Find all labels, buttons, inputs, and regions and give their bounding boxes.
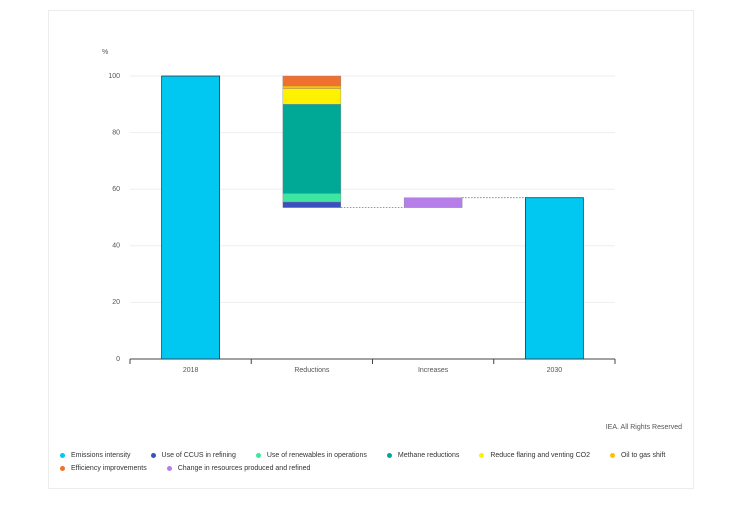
bar-segment [403, 197, 463, 208]
legend-swatch [150, 453, 156, 458]
legend: Emissions intensity Use of CCUS in refini… [60, 452, 680, 472]
legend-label: Efficiency improvements [71, 465, 147, 472]
bar-segment [282, 85, 342, 89]
bar-segment [282, 104, 342, 194]
y-tick-label: 100 [108, 73, 120, 80]
legend-label: Use of CCUS in refining [161, 452, 236, 459]
legend-item: Change in resources produced and refined [166, 465, 311, 472]
legend-item: Emissions intensity [60, 452, 131, 459]
legend-label: Reduce flaring and venting CO2 [490, 452, 590, 459]
legend-item: Use of renewables in operations [255, 452, 367, 459]
legend-label: Oil to gas shift [620, 452, 666, 459]
legend-item: Reduce flaring and venting CO2 [479, 452, 590, 459]
legend-swatch [386, 453, 392, 458]
y-tick-label: 0 [116, 356, 120, 363]
y-tick-label: 20 [112, 299, 120, 306]
legend-label: Use of renewables in operations [266, 452, 367, 459]
credit: IEA. All Rights Reserved [606, 424, 682, 431]
legend-swatch [60, 466, 65, 471]
legend-swatch [479, 453, 485, 458]
x-tick-label: 2030 [547, 367, 563, 374]
legend-item: Use of CCUS in refining [150, 452, 236, 459]
bar-segment [282, 88, 342, 105]
legend-item: Oil to gas shift [609, 452, 666, 459]
legend-item: Methane reductions [386, 452, 460, 459]
y-axis-unit: % [102, 49, 108, 56]
legend-item: Efficiency improvements [60, 465, 147, 472]
y-tick-label: 80 [112, 129, 120, 136]
x-tick-label: Reductions [294, 367, 330, 374]
bar [161, 75, 221, 360]
bar [524, 197, 584, 360]
legend-swatch [166, 466, 172, 471]
bar-segment [282, 75, 342, 87]
bar-segment [282, 201, 342, 208]
legend-swatch [60, 453, 65, 458]
x-tick-label: 2018 [183, 367, 199, 374]
x-tick-label: Increases [418, 367, 449, 374]
legend-swatch [255, 453, 261, 458]
y-tick-label: 40 [112, 243, 120, 250]
chart-card [48, 10, 694, 489]
legend-label: Emissions intensity [71, 452, 131, 459]
y-tick-label: 60 [112, 186, 120, 193]
legend-label: Methane reductions [397, 452, 460, 459]
bar-segment [282, 193, 342, 203]
legend-swatch [609, 453, 615, 458]
legend-label: Change in resources produced and refined [177, 465, 311, 472]
